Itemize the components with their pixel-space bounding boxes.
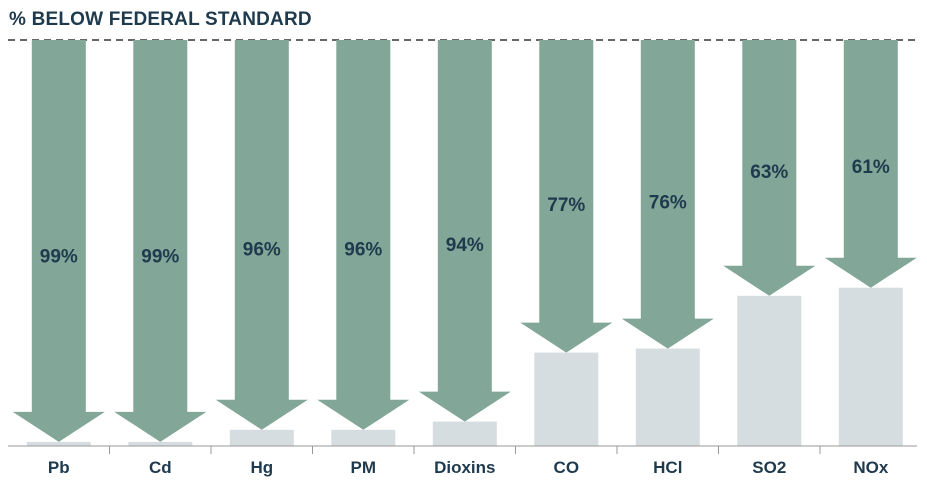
arrow-co <box>520 40 613 353</box>
remainder-bar-so2 <box>737 295 802 446</box>
remainder-bar-co <box>534 352 599 446</box>
remainder-bar-nox <box>838 287 903 446</box>
remainder-bar-dioxins <box>432 421 497 446</box>
x-axis-ticks: Pb Cd Hg PM Dioxins CO HCl SO2 NOx <box>48 446 889 477</box>
x-tick-label-so2: SO2 <box>752 458 786 477</box>
x-tick-label-hg: Hg <box>250 458 273 477</box>
remainder-bar-pm <box>331 429 396 446</box>
x-tick-label-co: CO <box>554 458 580 477</box>
chart-title: % BELOW FEDERAL STANDARD <box>9 9 312 30</box>
value-label-pm: 96% <box>344 240 382 261</box>
value-label-hg: 96% <box>243 240 281 261</box>
remainder-bar-pb <box>26 441 91 446</box>
value-label-hcl: 76% <box>649 193 687 214</box>
value-label-cd: 99% <box>141 247 179 268</box>
remainder-bar-hcl <box>635 348 700 446</box>
value-label-dioxins: 94% <box>446 235 484 256</box>
x-tick-label-nox: NOx <box>853 458 889 477</box>
arrow-pb <box>12 40 105 442</box>
x-tick-label-pm: PM <box>351 458 377 477</box>
remainder-bar-hg <box>229 429 294 446</box>
arrow-so2 <box>723 40 816 296</box>
x-tick-label-pb: Pb <box>48 458 70 477</box>
value-label-co: 77% <box>547 195 585 216</box>
remainder-bar-cd <box>128 441 193 446</box>
arrow-dioxins <box>418 40 511 422</box>
x-tick-label-hcl: HCl <box>653 458 682 477</box>
arrow-nox <box>824 40 917 288</box>
arrow-cd <box>114 40 207 442</box>
x-tick-label-dioxins: Dioxins <box>434 458 495 477</box>
value-label-nox: 61% <box>852 157 890 178</box>
arrow-pm <box>317 40 410 430</box>
arrow-hg <box>215 40 308 430</box>
value-label-pb: 99% <box>40 247 78 268</box>
chart-marks: 99% 99% 96% 96% 94% 77% 76% 63% 61% <box>12 40 917 446</box>
value-label-so2: 63% <box>750 162 788 183</box>
x-tick-label-cd: Cd <box>149 458 172 477</box>
arrow-hcl <box>621 40 714 349</box>
